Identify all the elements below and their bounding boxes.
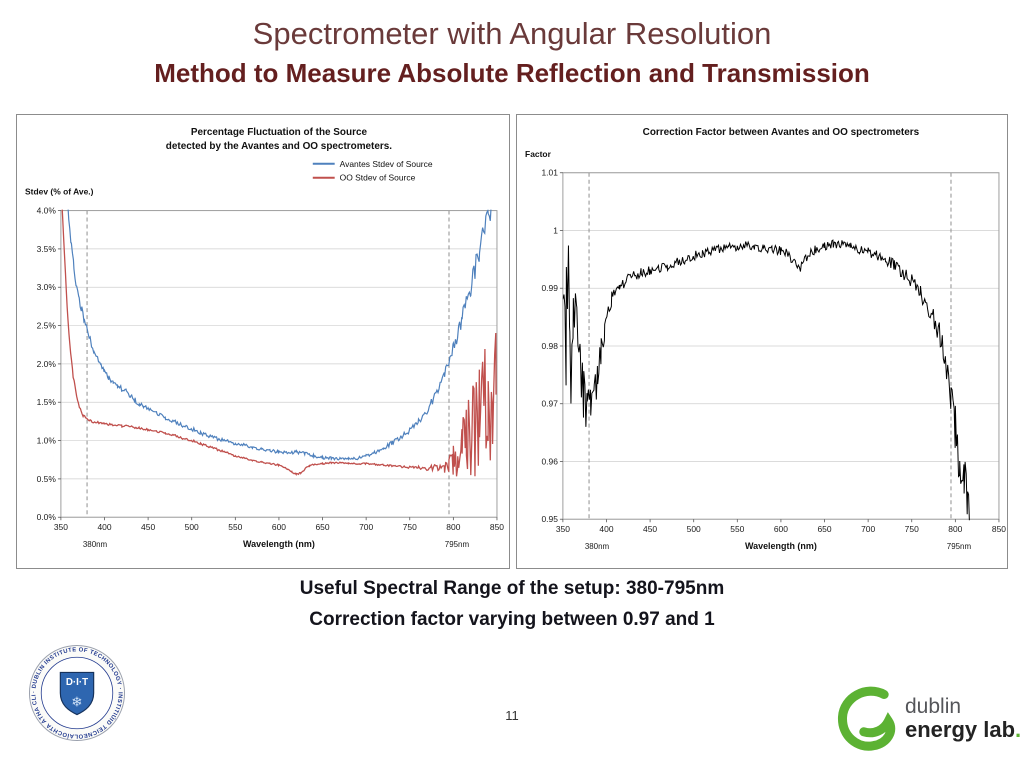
y-tick-label: 0.0% — [37, 512, 57, 522]
x-tick-label: 550 — [228, 522, 242, 532]
x-tick-label: 700 — [359, 522, 373, 532]
energy-lab-dublin: dublin — [905, 695, 962, 719]
page-number: 11 — [505, 708, 519, 723]
cutoff-label: 380nm — [585, 542, 610, 551]
y-tick-label: 0.97 — [541, 399, 558, 409]
x-tick-label: 850 — [992, 524, 1006, 534]
y-tick-label: 0.99 — [541, 283, 558, 293]
right-chart-panel: 1.01 1 0.99 0.98 0.97 0.96 0.95 350 400 450 500 550… — [516, 114, 1008, 569]
y-tick-label: 0.5% — [37, 474, 57, 484]
cutoff-label: 380nm — [83, 540, 108, 549]
energy-lab-swirl-icon — [838, 686, 896, 751]
x-tick-label: 750 — [905, 524, 919, 534]
caption-correction-factor: Correction factor varying between 0.97 a… — [309, 609, 715, 630]
x-axis-title: Wavelength (nm) — [745, 541, 817, 551]
slide-title: Spectrometer with Angular Resolution — [252, 16, 772, 51]
y-tick-label: 3.5% — [37, 244, 57, 254]
y-tick-label: 0.98 — [541, 341, 558, 351]
y-tick-label: 1.5% — [37, 397, 57, 407]
cutoff-label: 795nm — [947, 542, 972, 551]
dit-abbr: D·I·T — [66, 677, 88, 688]
chart-title: Correction Factor between Avantes and OO… — [643, 127, 920, 138]
left-chart-panel: 4.0% 3.5% 3.0% 2.5% 2.0% 1.5% 1.0% 0.5% 0.0% 350 4… — [16, 114, 510, 569]
x-tick-label: 600 — [272, 522, 286, 532]
x-tick-label: 800 — [446, 522, 460, 532]
cutoff-label: 795nm — [445, 540, 470, 549]
x-tick-label: 650 — [315, 522, 329, 532]
chart-title: detected by the Avantes and OO spectrome… — [166, 141, 392, 152]
y-tick-label: 0.95 — [541, 514, 558, 524]
energy-lab-name: energy lab. — [905, 717, 1022, 743]
y-tick-label: 4.0% — [37, 206, 57, 216]
series-avantes-stdev-of-source — [67, 209, 492, 462]
dit-logo: · DUBLIN INSTITUTE OF TECHNOLOGY · INSTI… — [28, 644, 126, 742]
x-tick-label: 750 — [403, 522, 417, 532]
x-tick-label: 450 — [643, 524, 657, 534]
x-tick-label: 800 — [948, 524, 962, 534]
y-tick-label: 1.0% — [37, 436, 57, 446]
y-tick-label: 1 — [553, 225, 558, 235]
dublin-energy-lab-logo: dublin energy lab. — [834, 684, 1021, 754]
energy-lab-dot: . — [1015, 717, 1022, 743]
slide-subtitle: Method to Measure Absolute Reflection an… — [154, 58, 870, 88]
x-tick-label: 350 — [556, 524, 570, 534]
x-tick-label: 600 — [774, 524, 788, 534]
y-tick-label: 3.0% — [37, 282, 57, 292]
x-axis-title: Wavelength (nm) — [243, 539, 315, 549]
caption-spectral-range: Useful Spectral Range of the setup: 380-… — [299, 578, 725, 599]
x-tick-label: 850 — [490, 522, 504, 532]
snowflake-icon: ❄ — [71, 695, 83, 710]
x-tick-label: 350 — [54, 522, 68, 532]
y-axis-title: Factor — [525, 149, 552, 159]
y-tick-label: 1.01 — [541, 168, 558, 178]
x-tick-label: 550 — [730, 524, 744, 534]
x-tick-label: 400 — [97, 522, 111, 532]
x-tick-label: 650 — [817, 524, 831, 534]
series-oo-stdev-of-source — [61, 209, 497, 477]
energy-lab-wordmark: dublin energy lab. — [905, 695, 1022, 743]
caption-block: Useful Spectral Range of the setup: 380-… — [0, 578, 1024, 640]
x-tick-label: 500 — [185, 522, 199, 532]
y-axis-title: Stdev (% of Ave.) — [25, 187, 94, 197]
y-tick-label: 2.0% — [37, 359, 57, 369]
x-tick-label: 400 — [599, 524, 613, 534]
legend-label: Avantes Stdev of Source — [340, 159, 433, 169]
y-tick-label: 0.96 — [541, 456, 558, 466]
x-tick-label: 500 — [687, 524, 701, 534]
fluctuation-chart: 4.0% 3.5% 3.0% 2.5% 2.0% 1.5% 1.0% 0.5% 0.0%350 4… — [25, 127, 504, 549]
x-tick-label: 450 — [141, 522, 155, 532]
dit-shield — [59, 671, 95, 716]
x-tick-label: 700 — [861, 524, 875, 534]
y-tick-label: 2.5% — [37, 321, 57, 331]
chart-title: Percentage Fluctuation of the Source — [191, 127, 368, 138]
series-correction-factor — [562, 239, 970, 521]
legend-label: OO Stdev of Source — [340, 173, 416, 183]
